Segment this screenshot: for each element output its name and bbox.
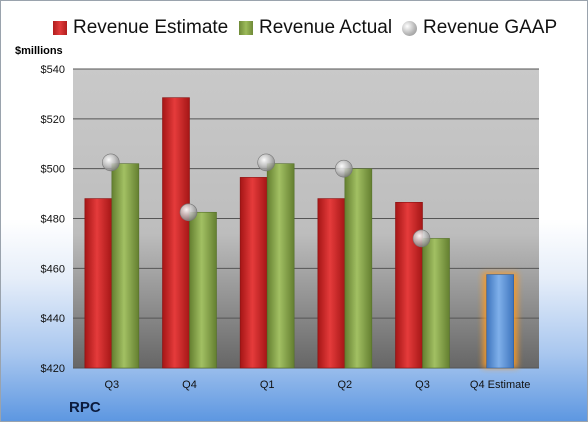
y-axis-ticks: $420 $440 $460 $480 $500 $520 $540	[41, 64, 65, 375]
bar-revenue-estimate-forecast	[486, 274, 514, 369]
y-tick-label: $460	[41, 263, 65, 275]
marker-revenue-gaap	[412, 229, 431, 248]
x-tick-label: Q4 Estimate	[470, 379, 531, 391]
legend-item-revenue-actual: Revenue Actual	[239, 17, 392, 39]
legend-swatch-revenue-estimate	[53, 21, 67, 35]
gaap-markers	[102, 153, 431, 248]
legend-item-revenue-estimate: Revenue Estimate	[53, 17, 228, 39]
legend-label-revenue-actual: Revenue Actual	[259, 17, 393, 38]
x-axis-ticks: Q3 Q4 Q1 Q2 Q3 Q4 Estimate	[104, 379, 530, 391]
bar-revenue-actual	[422, 238, 450, 369]
y-axis-unit-label: $millions	[15, 45, 63, 57]
x-tick-label: Q3	[104, 379, 119, 391]
legend-label-revenue-estimate: Revenue Estimate	[73, 17, 229, 38]
y-tick-label: $440	[41, 313, 65, 325]
bar-revenue-actual	[189, 211, 217, 369]
bar-revenue-estimate	[239, 177, 268, 369]
y-tick-label: $540	[41, 64, 65, 76]
legend-item-revenue-gaap: Revenue GAAP	[402, 17, 557, 39]
y-tick-label: $500	[41, 164, 65, 176]
y-tick-label: $520	[41, 114, 65, 126]
legend-marker-revenue-gaap	[402, 20, 417, 36]
legend-swatch-revenue-actual	[239, 21, 253, 35]
bar-revenue-actual	[344, 168, 373, 369]
x-tick-label: Q1	[260, 379, 275, 391]
x-tick-label: Q2	[337, 379, 352, 391]
bar-revenue-estimate	[84, 198, 113, 369]
company-label: RPC	[69, 399, 101, 416]
bar-revenue-estimate	[162, 97, 190, 369]
marker-revenue-gaap	[179, 203, 198, 222]
bar-revenue-estimate	[317, 198, 346, 369]
bars	[84, 97, 518, 369]
x-tick-label: Q3	[415, 379, 430, 391]
marker-revenue-gaap	[335, 159, 353, 178]
gridlines	[73, 68, 539, 369]
x-tick-label: Q4	[182, 379, 197, 391]
bar-revenue-actual	[266, 163, 295, 369]
bar-revenue-estimate	[395, 202, 423, 369]
marker-revenue-gaap	[257, 153, 275, 172]
y-tick-label: $480	[41, 214, 65, 226]
y-tick-label: $420	[41, 363, 65, 375]
bar-revenue-actual	[111, 163, 140, 369]
marker-revenue-gaap	[102, 153, 120, 172]
legend-label-revenue-gaap: Revenue GAAP	[423, 17, 558, 38]
